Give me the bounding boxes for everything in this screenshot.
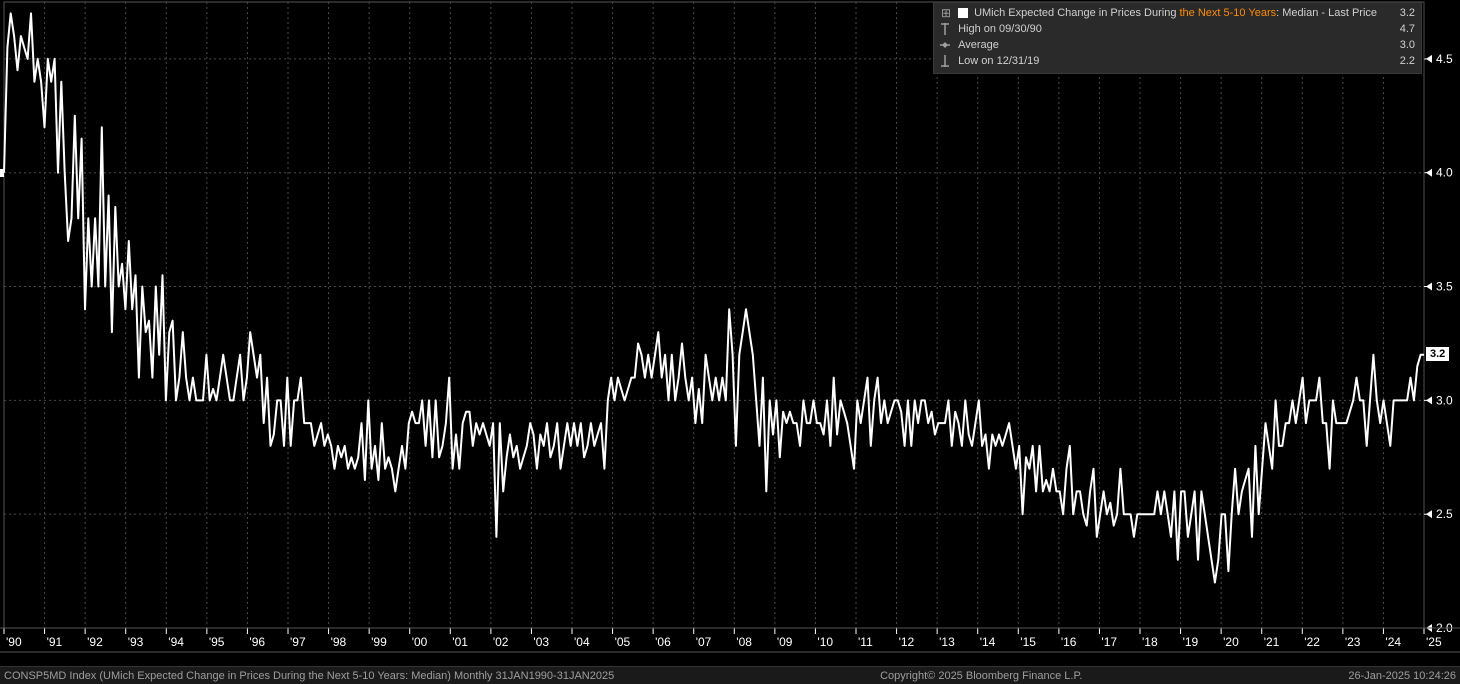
svg-text:2.5: 2.5 [1436,507,1453,521]
legend-low-row: Low on 12/31/19 2.2 [940,53,1415,69]
footer-bar: CONSP5MD Index (UMich Expected Change in… [0,666,1460,684]
svg-text:'17: '17 [1101,635,1117,649]
legend-avg-label: Average [958,37,999,53]
svg-text:'95: '95 [209,635,225,649]
svg-text:'08: '08 [736,635,752,649]
svg-text:'04: '04 [574,635,590,649]
start-value-marker [0,169,4,177]
svg-text:'93: '93 [128,635,144,649]
chart-container: 2.02.53.03.54.04.5'90'91'92'93'94'95'96'… [0,0,1460,684]
svg-text:'92: '92 [87,635,103,649]
svg-text:'11: '11 [858,635,873,649]
svg-text:'90: '90 [6,635,22,649]
legend-avg-value: 3.0 [1387,37,1415,53]
legend-title-label: ⊞ UMich Expected Change in Prices During… [940,5,1377,21]
footer-right: 26-Jan-2025 10:24:26 [1348,670,1456,682]
svg-text:'21: '21 [1264,635,1280,649]
legend-low-value: 2.2 [1387,53,1415,69]
svg-text:'20: '20 [1223,635,1239,649]
svg-text:4.0: 4.0 [1436,166,1453,180]
svg-text:'09: '09 [777,635,793,649]
legend-high-value: 4.7 [1387,21,1415,37]
svg-text:'16: '16 [1061,635,1077,649]
svg-text:'97: '97 [290,635,306,649]
svg-text:'03: '03 [533,635,549,649]
legend-title-text-part: UMich Expected Change in Prices During t… [974,7,1377,19]
legend-high-label: High on 09/30/90 [958,21,1042,37]
svg-text:'94: '94 [168,635,184,649]
svg-text:'23: '23 [1345,635,1361,649]
legend-title-value: 3.2 [1387,5,1415,21]
svg-text:'24: '24 [1385,635,1401,649]
line-chart: 2.02.53.03.54.04.5'90'91'92'93'94'95'96'… [0,0,1460,684]
svg-text:'14: '14 [980,635,996,649]
legend-low-label: Low on 12/31/19 [958,53,1039,69]
legend-avg-row: Average 3.0 [940,37,1415,53]
svg-text:'25: '25 [1426,635,1442,649]
svg-text:'10: '10 [817,635,833,649]
svg-text:'01: '01 [452,635,468,649]
svg-text:'06: '06 [655,635,671,649]
svg-text:'18: '18 [1142,635,1158,649]
svg-text:'96: '96 [249,635,265,649]
footer-center: Copyright© 2025 Bloomberg Finance L.P. [880,670,1082,682]
svg-text:'22: '22 [1304,635,1320,649]
svg-text:3.0: 3.0 [1436,393,1453,407]
svg-text:'99: '99 [371,635,387,649]
svg-text:'12: '12 [899,635,915,649]
svg-text:'98: '98 [331,635,347,649]
high-icon [940,23,952,35]
last-price-value: 3.2 [1430,348,1445,360]
svg-text:'07: '07 [696,635,712,649]
svg-text:'13: '13 [939,635,955,649]
legend-high-row: High on 09/30/90 4.7 [940,21,1415,37]
svg-text:'05: '05 [615,635,631,649]
last-price-badge: 3.2 [1426,347,1449,361]
svg-text:3.5: 3.5 [1436,280,1453,294]
svg-text:'02: '02 [493,635,509,649]
expand-icon[interactable]: ⊞ [940,7,952,19]
svg-text:'19: '19 [1183,635,1199,649]
series-color-swatch [958,8,968,18]
average-icon [940,39,952,51]
svg-text:4.5: 4.5 [1436,52,1453,66]
legend-title-text: UMich Expected Change in Prices During t… [974,5,1377,21]
footer-left: CONSP5MD Index (UMich Expected Change in… [4,670,614,682]
svg-text:'91: '91 [47,635,63,649]
legend-title-row: ⊞ UMich Expected Change in Prices During… [940,5,1415,21]
svg-text:'00: '00 [412,635,428,649]
svg-text:'15: '15 [1020,635,1036,649]
legend-box: ⊞ UMich Expected Change in Prices During… [933,2,1422,74]
low-icon [940,55,952,67]
